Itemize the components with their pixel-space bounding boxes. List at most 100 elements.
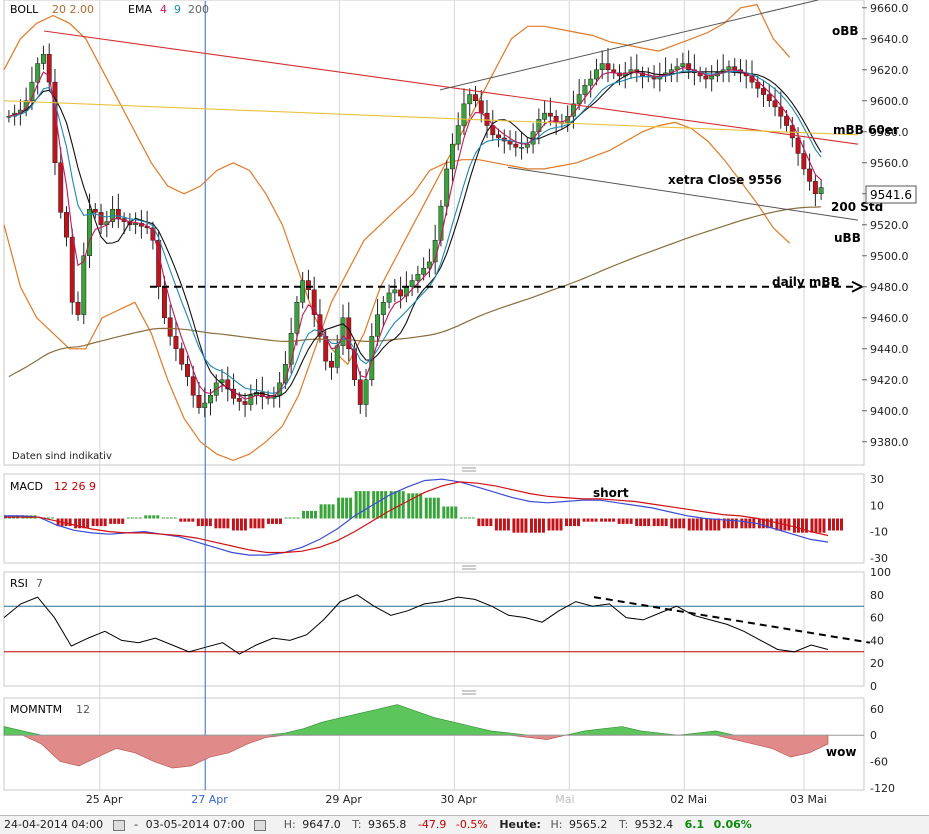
macd-histogram-bar [261, 518, 265, 529]
today-label: Heute: [499, 818, 541, 831]
macd-histogram-bar [559, 518, 563, 531]
candle-body [461, 103, 467, 126]
macd-histogram-bar [345, 497, 349, 519]
candle-body [455, 125, 461, 145]
macd-histogram-bar [214, 518, 218, 529]
macd-histogram-bar [56, 518, 60, 527]
y-tick-label: -30 [870, 552, 888, 565]
candle-body [92, 209, 98, 213]
candle-body [190, 376, 196, 396]
y-tick-label: 9580.0 [870, 126, 909, 139]
x-tick-label: 30 Apr [440, 793, 477, 806]
candle-body [236, 398, 242, 402]
macd-histogram-bar [82, 518, 86, 529]
macd-histogram-bar [117, 518, 121, 524]
macd-histogram-bar [512, 518, 516, 533]
candle-body [150, 227, 156, 241]
macd-histogram-bar [629, 518, 633, 524]
last-price-value: 9541.6 [870, 188, 912, 202]
candle-body [594, 69, 599, 80]
today-change: 6.1 [684, 818, 705, 831]
macd-histogram-bar [537, 518, 541, 533]
macd-histogram-bar [529, 518, 533, 533]
momentum-panel-label: MOMNTM 12 [10, 703, 90, 716]
candle-body [784, 116, 790, 126]
macd-histogram-bar [810, 518, 814, 533]
macd-histogram-bar [314, 510, 318, 519]
candle-body [35, 63, 41, 83]
y-tick-label: 9600.0 [870, 95, 909, 108]
macd-histogram-bar [477, 518, 481, 527]
macd-histogram-bar [121, 518, 125, 524]
ema200-line [8, 206, 822, 378]
macd-histogram-bar [99, 518, 103, 527]
candle-body [801, 153, 807, 170]
macd-histogram-bar [148, 515, 152, 519]
macd-histogram-bar [709, 518, 713, 531]
candle-body [599, 63, 605, 70]
candle-body [582, 85, 588, 95]
macd-histogram-bar [555, 518, 559, 531]
macd-histogram-bar [292, 517, 296, 519]
candle-body [40, 54, 46, 64]
macd-histogram-bar [608, 518, 612, 522]
macd-histogram-bar [274, 518, 278, 524]
macd-histogram-bar [323, 504, 327, 519]
macd-histogram-bar [222, 518, 226, 529]
macd-histogram-bar [594, 518, 598, 522]
high-value: 9647.0 [302, 818, 341, 831]
macd-histogram-bar [800, 518, 804, 533]
candle-body [6, 116, 12, 118]
x-tick-label: Mai [555, 793, 574, 806]
candle-body [484, 112, 490, 126]
macd-label: MACD [10, 480, 43, 493]
macd-histogram-bar [695, 518, 699, 531]
macd-histogram-bar [169, 517, 173, 519]
candle-body [115, 209, 121, 219]
candle-body [755, 81, 761, 89]
panel-splitters[interactable] [462, 467, 476, 695]
macd-histogram-bar [187, 518, 191, 522]
macd-histogram-bar [226, 518, 230, 529]
candle-body [542, 112, 548, 120]
macd-histogram-bar [95, 518, 99, 527]
y-tick-label: 9440.0 [870, 343, 909, 356]
candle-body [674, 66, 680, 71]
y-tick-label: 60 [870, 703, 884, 716]
macd-histogram-bar [113, 518, 117, 524]
y-tick-label: 100 [870, 566, 891, 579]
macd-histogram-bar [586, 518, 590, 522]
macd-histogram-bar [389, 491, 393, 519]
macd-histogram-bar [109, 518, 113, 524]
y-tick-label: 9520.0 [870, 219, 909, 232]
macd-histogram-bar [126, 517, 130, 519]
x-tick-label: 02 Mai [670, 793, 707, 806]
candle-body [300, 280, 306, 303]
candle-body [311, 289, 317, 315]
chart-svg[interactable]: 9380.0 9400.0 9420.0 9440.0 9460.0 9480.0 9500… [0, 0, 929, 815]
macd-histogram-bar [590, 518, 594, 522]
macd-histogram-bar [173, 517, 177, 519]
macd-histogram-bar [208, 518, 212, 527]
annotation-obb: oBB [832, 24, 859, 38]
macd-histogram-bar [91, 518, 95, 527]
macd-histogram-bar [235, 518, 239, 531]
y-tick-label: -60 [870, 756, 888, 769]
price-layer [3, 0, 865, 462]
y-tick-label: 9660.0 [870, 2, 909, 15]
macd-histogram-bar [506, 518, 510, 531]
candle-body [605, 63, 611, 70]
calendar-start-icon[interactable] [112, 819, 125, 831]
macd-histogram-bar [687, 518, 691, 531]
y-tick-label: 10 [870, 499, 884, 512]
macd-histogram-bar [604, 518, 608, 522]
candle-body [248, 395, 254, 405]
candle-body [288, 333, 294, 365]
candle-body [726, 66, 732, 71]
today-low-label: T: [618, 818, 629, 831]
macd-histogram-bar [354, 491, 358, 519]
momentum-layer [3, 704, 864, 769]
macd-histogram-bar [565, 518, 569, 527]
calendar-end-icon[interactable] [254, 819, 267, 831]
macd-histogram-bar [358, 491, 362, 519]
